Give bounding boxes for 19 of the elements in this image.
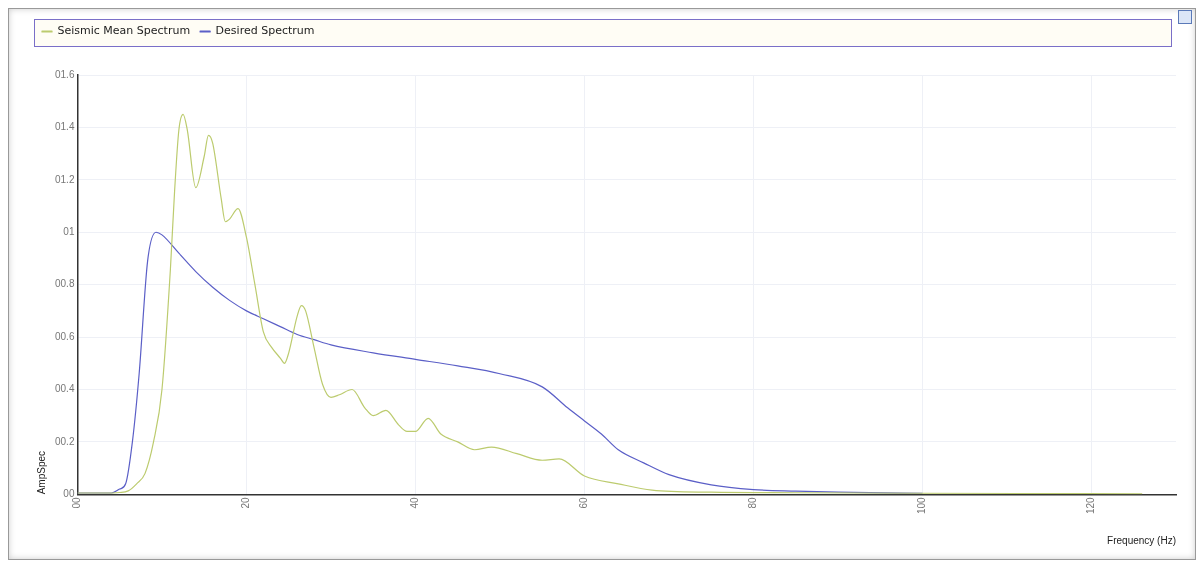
y-tick-label: 00.4 (54, 383, 75, 395)
x-tick-label: 60 (578, 496, 590, 509)
x-tick-label: 20 (240, 496, 252, 509)
y-axis-title: AmpSpec (35, 450, 47, 495)
y-tick-label: 01 (63, 225, 75, 237)
legend-label: Seismic Mean Spectrum (57, 24, 191, 38)
y-tick-label: 01.2 (54, 173, 75, 185)
y-tick-label: 00.6 (54, 330, 75, 342)
x-tick-label: 40 (409, 496, 421, 509)
y-tick-label: 01.4 (54, 121, 75, 133)
y-tick-label: 00.8 (54, 278, 75, 290)
line-series (77, 113, 1143, 495)
y-tick-label: 01.6 (54, 68, 75, 80)
x-tick-label: 80 (747, 496, 759, 509)
x-tick-label: 100 (916, 496, 928, 514)
y-tick-label: 00.2 (54, 435, 75, 447)
x-tick-label: 120 (1085, 496, 1097, 514)
x-axis-title: Frequency (Hz) (1107, 534, 1176, 546)
legend-label: Desired Spectrum (215, 24, 315, 38)
